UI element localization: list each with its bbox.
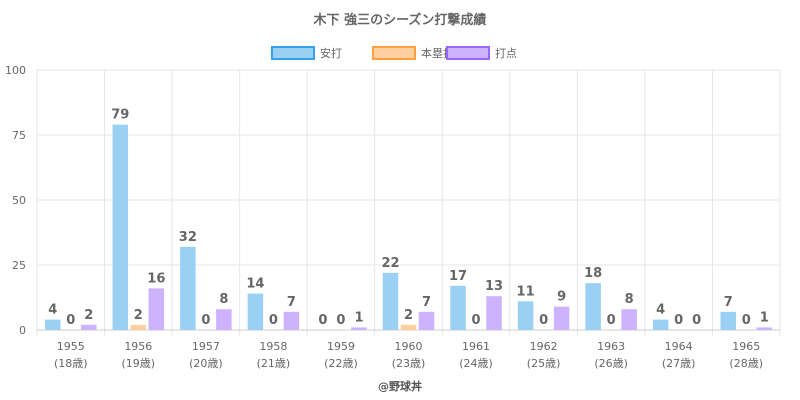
data-label: 2	[84, 308, 93, 323]
data-label: 0	[674, 313, 683, 328]
bar-安打	[652, 319, 669, 330]
y-tick-label: 50	[12, 194, 26, 207]
x-tick-sublabel: (22歳)	[324, 357, 358, 370]
data-label: 4	[48, 303, 57, 318]
data-label: 13	[485, 279, 503, 294]
x-tick-sublabel: (28歳)	[729, 357, 763, 370]
data-label: 0	[692, 313, 701, 328]
x-tick-sublabel: (19歳)	[122, 357, 156, 370]
data-label: 7	[724, 295, 733, 310]
x-tick-sublabel: (23歳)	[392, 357, 426, 370]
x-tick-sublabel: (21歳)	[257, 357, 291, 370]
data-label: 0	[336, 313, 345, 328]
bar-安打	[247, 293, 264, 330]
x-tick-label: 1961	[462, 340, 490, 353]
y-axis: 0 25 50 75 100	[5, 64, 26, 337]
legend-swatch	[446, 46, 490, 60]
data-label: 0	[742, 313, 751, 328]
data-label: 0	[66, 313, 75, 328]
data-label: 9	[557, 290, 566, 305]
data-label: 11	[517, 284, 535, 299]
chart-title: 木下 強三のシーズン打撃成績	[313, 12, 487, 28]
bar-安打	[45, 319, 61, 330]
data-label: 32	[179, 230, 197, 245]
data-label: 7	[422, 295, 431, 310]
legend-label: 打点	[495, 46, 517, 60]
x-tick-sublabel: (25歳)	[527, 357, 561, 370]
data-label: 17	[449, 269, 467, 284]
legend[interactable]: 安打 本塁打 打点	[271, 46, 517, 60]
y-tick-label: 100	[5, 64, 26, 77]
data-label: 4	[656, 303, 665, 318]
bar-安打	[517, 301, 534, 330]
x-tick-label: 1959	[327, 340, 355, 353]
data-label: 22	[381, 256, 399, 271]
x-tick-sublabel: (27歳)	[662, 357, 696, 370]
x-tick-sublabel: (24歳)	[459, 357, 493, 370]
data-label: 0	[607, 313, 616, 328]
data-label: 8	[625, 292, 634, 307]
bar-打点	[351, 327, 367, 330]
grid	[36, 69, 781, 336]
bar-本塁打	[130, 324, 147, 330]
x-tick-sublabel: (26歳)	[594, 357, 628, 370]
bar-安打	[450, 285, 466, 330]
x-tick-label: 1964	[665, 340, 693, 353]
x-tick-label: 1963	[597, 340, 625, 353]
bar-打点	[283, 311, 300, 330]
bar-安打	[720, 311, 736, 330]
legend-swatch	[372, 46, 416, 60]
bar-安打	[112, 124, 129, 330]
x-tick-label: 1956	[124, 340, 152, 353]
bar-打点	[148, 288, 165, 330]
data-label: 1	[760, 310, 769, 325]
x-tick-label: 1957	[192, 340, 220, 353]
bar-打点	[418, 311, 435, 330]
bar-打点	[553, 306, 570, 330]
data-label: 0	[472, 313, 481, 328]
data-label: 2	[134, 308, 143, 323]
legend-swatch	[271, 46, 315, 60]
y-tick-label: 25	[12, 259, 26, 272]
x-axis: 1955 (18歳) 1956 (19歳) 1957 (20歳) 1958 (21歳) 1959…	[54, 340, 763, 370]
data-label: 2	[404, 308, 413, 323]
y-tick-label: 75	[12, 129, 26, 142]
bar-打点	[756, 327, 772, 330]
x-tick-sublabel: (18歳)	[54, 357, 88, 370]
data-label: 0	[318, 313, 327, 328]
data-label: 0	[269, 313, 278, 328]
bar-安打	[180, 246, 196, 330]
x-tick-label: 1960	[395, 340, 423, 353]
bars	[45, 124, 772, 330]
bar-打点	[621, 309, 637, 330]
x-tick-label: 1955	[57, 340, 85, 353]
data-label: 1	[354, 310, 363, 325]
x-tick-label: 1958	[259, 340, 287, 353]
bar-安打	[382, 272, 399, 330]
bar-打点	[81, 324, 97, 330]
bar-打点	[486, 296, 502, 330]
legend-label: 安打	[320, 46, 342, 60]
x-tick-label: 1962	[530, 340, 558, 353]
data-label: 0	[539, 313, 548, 328]
bar-本塁打	[400, 324, 417, 330]
data-label: 14	[246, 277, 264, 292]
data-label: 8	[219, 292, 228, 307]
bar-打点	[216, 309, 232, 330]
x-tick-label: 1965	[732, 340, 760, 353]
data-label: 18	[584, 266, 602, 281]
x-tick-sublabel: (20歳)	[189, 357, 223, 370]
data-label: 7	[287, 295, 296, 310]
data-label: 79	[111, 108, 129, 123]
data-label: 0	[201, 313, 210, 328]
data-label: 16	[147, 271, 165, 286]
y-tick-label: 0	[19, 324, 26, 337]
legend-label: 本塁打	[421, 46, 454, 60]
footer-credit: @野球丼	[378, 379, 422, 393]
bar-安打	[585, 283, 601, 330]
